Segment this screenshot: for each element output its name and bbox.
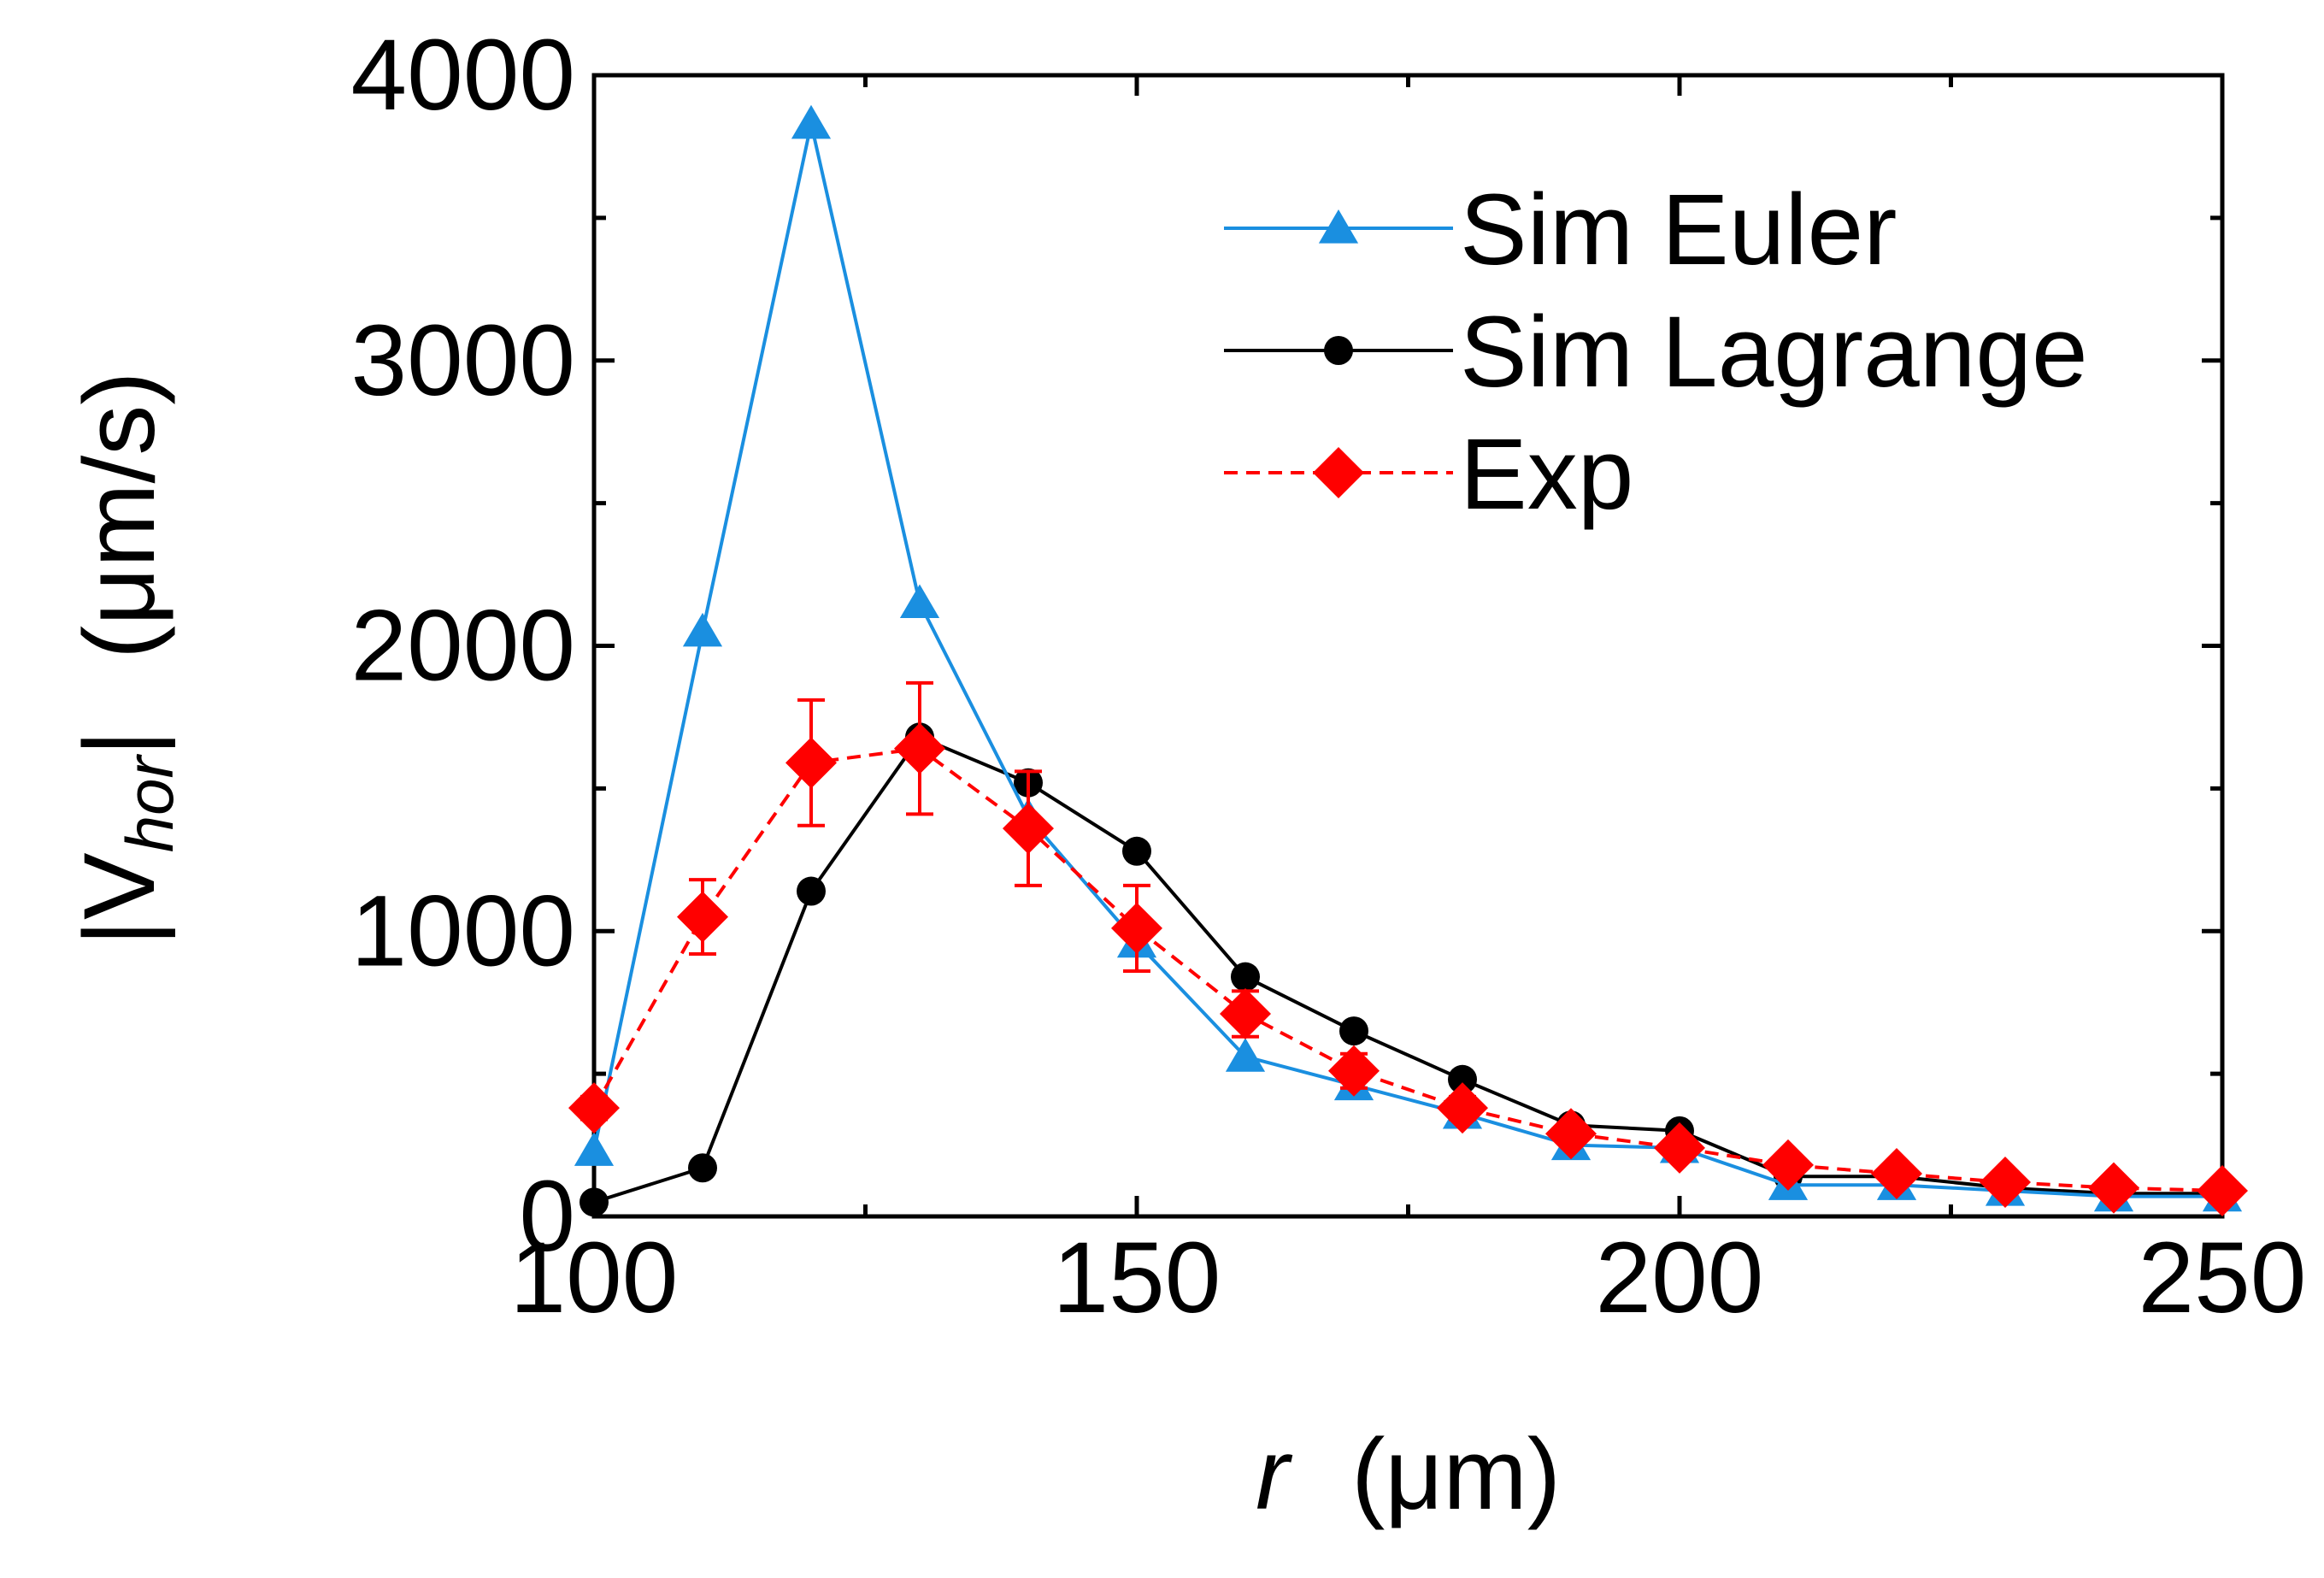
- legend-item: Exp: [1224, 418, 1633, 531]
- legend-label: Exp: [1460, 418, 1633, 531]
- series-line: [593, 735, 2222, 1204]
- y-axis-title: |Vhor| (μm/s): [63, 371, 187, 945]
- data-point: [1871, 1147, 1922, 1199]
- data-point: [2197, 1164, 2248, 1216]
- legend-label: Sim Lagrange: [1460, 296, 2088, 409]
- data-point: [1122, 836, 1151, 866]
- data-point: [899, 584, 940, 619]
- y-tick-label: 1000: [350, 874, 575, 987]
- series-sim-euler: [574, 104, 2243, 1212]
- series-exp: [568, 680, 2248, 1216]
- data-point: [1003, 803, 1054, 855]
- series-layer: [568, 104, 2248, 1217]
- y-tick-label: 2000: [350, 590, 575, 703]
- data-point: [797, 876, 826, 906]
- data-point: [574, 1132, 615, 1166]
- y-axis-suffix: |: [63, 730, 176, 757]
- y-tick-label: 0: [519, 1160, 575, 1273]
- data-point: [894, 722, 945, 774]
- legend-marker: [1318, 209, 1359, 244]
- x-axis-title: r (μm): [1256, 1418, 1561, 1531]
- data-point: [1220, 988, 1271, 1040]
- y-axis-subscript: hor: [112, 753, 187, 852]
- x-tick-label: 100: [510, 1222, 679, 1334]
- data-point: [677, 891, 728, 943]
- y-tick-label: 4000: [350, 19, 575, 132]
- data-point: [1231, 962, 1260, 992]
- x-axis-variable: r: [1256, 1418, 1293, 1531]
- legend-marker: [1324, 336, 1353, 365]
- data-point: [1448, 1064, 1477, 1094]
- x-tick-label: 150: [1053, 1222, 1221, 1334]
- legend-marker: [1313, 447, 1364, 498]
- data-point: [1339, 1016, 1368, 1046]
- series-line: [592, 121, 2222, 1198]
- y-axis-unit: (μm/s): [63, 371, 176, 659]
- data-point: [2088, 1162, 2139, 1214]
- data-point: [1328, 1045, 1380, 1097]
- series-sim-lagrange: [580, 722, 2237, 1217]
- legend-item: Sim Lagrange: [1224, 296, 2088, 409]
- y-tick-label: 3000: [350, 304, 575, 417]
- tick-labels: 100 150 200 250 0 1000 2000 3000 4000: [350, 19, 2306, 1334]
- x-tick-label: 250: [2139, 1222, 2307, 1334]
- series-line: [592, 746, 2223, 1192]
- data-point: [1225, 1038, 1266, 1072]
- data-point: [682, 612, 723, 647]
- data-point: [568, 1082, 620, 1134]
- data-point: [791, 104, 832, 139]
- data-point: [1437, 1082, 1488, 1134]
- data-point: [1654, 1122, 1705, 1174]
- x-axis-unit: (μm): [1351, 1418, 1561, 1531]
- data-point: [580, 1187, 609, 1217]
- data-point: [1545, 1108, 1597, 1160]
- x-tick-label: 200: [1596, 1222, 1764, 1334]
- y-axis-prefix: |V: [63, 852, 176, 946]
- data-point: [1762, 1139, 1814, 1191]
- data-point: [1111, 902, 1162, 954]
- legend-label: Sim Euler: [1460, 174, 1897, 286]
- data-point: [688, 1153, 717, 1183]
- data-point: [785, 737, 837, 789]
- data-point: [1980, 1156, 2031, 1208]
- legend-item: Sim Euler: [1224, 174, 1897, 286]
